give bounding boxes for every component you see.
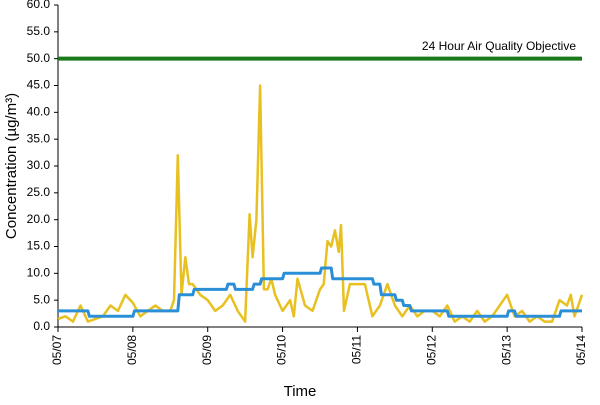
y-tick-label: 5.0 (33, 292, 50, 306)
y-tick-label: 60.0 (27, 0, 51, 11)
y-tick-label: 15.0 (27, 239, 51, 253)
x-tick-label: 05/07 (50, 335, 64, 365)
y-tick-label: 0.0 (33, 319, 50, 333)
y-tick-label: 35.0 (27, 131, 51, 145)
x-tick-label: 05/14 (574, 335, 588, 365)
x-tick-label: 05/08 (125, 335, 139, 365)
y-tick-label: 55.0 (27, 24, 51, 38)
y-axis-label: Concentration (µg/m³) (3, 93, 20, 239)
y-tick-label: 40.0 (27, 105, 51, 119)
objective-label: 24 Hour Air Quality Objective (422, 39, 576, 53)
y-tick-label: 50.0 (27, 51, 51, 65)
y-tick-label: 25.0 (27, 185, 51, 199)
y-tick-label: 10.0 (27, 266, 51, 280)
y-tick-label: 30.0 (27, 158, 51, 172)
x-tick-label: 05/11 (350, 335, 364, 364)
y-tick-label: 20.0 (27, 212, 51, 226)
y-tick-label: 45.0 (27, 78, 51, 92)
series-line (57, 84, 584, 323)
series-line (58, 266, 582, 318)
x-tick-label: 05/12 (424, 335, 438, 365)
x-tick-label: 05/09 (200, 335, 214, 365)
x-axis-label: Time (284, 383, 317, 400)
x-tick-label: 05/13 (499, 335, 513, 365)
x-tick-label: 05/10 (275, 335, 289, 365)
